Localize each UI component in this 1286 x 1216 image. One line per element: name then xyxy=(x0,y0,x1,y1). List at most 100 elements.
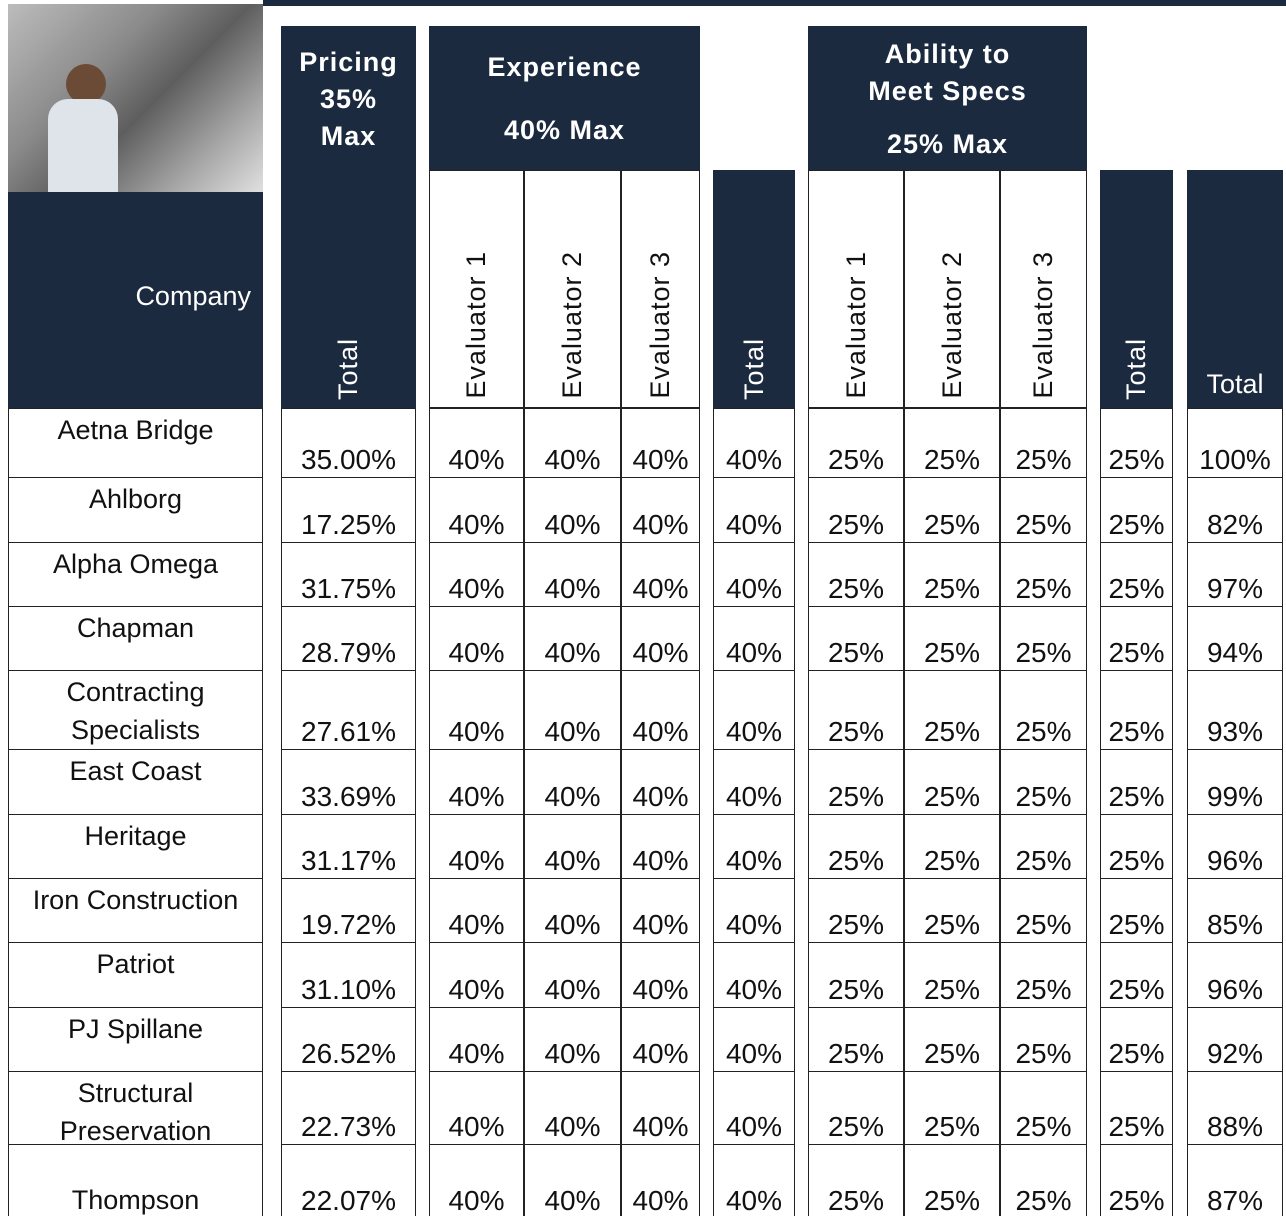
score-cell: 40% xyxy=(524,749,621,816)
score-cell: 40% xyxy=(621,814,700,880)
column-header: Company xyxy=(8,192,263,408)
score-cell: 25% xyxy=(1000,1144,1087,1216)
column-header: Evaluator 3 xyxy=(1000,170,1087,408)
company-name: Patriot xyxy=(8,942,263,1009)
column-header: Evaluator 1 xyxy=(429,170,524,408)
score-cell: 40% xyxy=(713,878,795,944)
score-cell: 22.73% xyxy=(281,1071,416,1146)
score-cell: 40% xyxy=(621,1007,700,1073)
score-cell: 100% xyxy=(1187,408,1283,479)
score-cell: 88% xyxy=(1187,1071,1283,1146)
pricing-header: Pricing 35% Max xyxy=(281,26,416,172)
score-cell: 25% xyxy=(904,1071,1000,1146)
score-cell: 25% xyxy=(1100,878,1173,944)
score-cell: 25% xyxy=(1000,1071,1087,1146)
score-cell: 25% xyxy=(1000,477,1087,544)
score-cell: 40% xyxy=(524,477,621,544)
group-subtitle: 40% Max xyxy=(503,115,626,145)
score-cell: 25% xyxy=(808,814,904,880)
score-cell: 40% xyxy=(621,1144,700,1216)
column-header-text: Evaluator 3 xyxy=(645,251,675,399)
score-cell: 25% xyxy=(808,878,904,944)
column-header-text: Evaluator 1 xyxy=(461,251,491,399)
score-cell: 40% xyxy=(429,1071,524,1146)
company-name: East Coast xyxy=(8,749,263,816)
score-cell: 96% xyxy=(1187,814,1283,880)
column-header: Total xyxy=(1100,170,1173,408)
score-cell: 40% xyxy=(621,749,700,816)
score-cell: 31.75% xyxy=(281,542,416,608)
group-title: Ability to Meet Specs xyxy=(868,38,1027,106)
score-cell: 35.00% xyxy=(281,408,416,479)
score-cell: 25% xyxy=(1100,477,1173,544)
score-cell: 25% xyxy=(1100,606,1173,672)
score-cell: 25% xyxy=(904,814,1000,880)
score-cell: 40% xyxy=(621,606,700,672)
score-cell: 25% xyxy=(904,749,1000,816)
column-header: Total xyxy=(1187,170,1283,408)
score-cell: 25% xyxy=(1100,542,1173,608)
column-header-text: Company xyxy=(135,280,251,311)
score-cell: 40% xyxy=(621,477,700,544)
score-cell: 25% xyxy=(904,477,1000,544)
column-header: Evaluator 2 xyxy=(524,170,621,408)
column-header: Evaluator 3 xyxy=(621,170,700,408)
score-cell: 25% xyxy=(904,606,1000,672)
score-cell: 17.25% xyxy=(281,477,416,544)
score-cell: 40% xyxy=(621,670,700,751)
score-cell: 25% xyxy=(904,942,1000,1009)
column-header-text: Total xyxy=(1121,337,1151,400)
score-cell: 25% xyxy=(1100,749,1173,816)
score-cell: 40% xyxy=(621,1071,700,1146)
score-cell: 25% xyxy=(808,606,904,672)
score-cell: 25% xyxy=(808,749,904,816)
score-cell: 40% xyxy=(713,477,795,544)
score-cell: 25% xyxy=(904,408,1000,479)
company-name: Heritage xyxy=(8,814,263,880)
company-name: Contracting Specialists xyxy=(8,670,263,751)
column-header-text: Total xyxy=(1206,369,1264,399)
score-cell: 33.69% xyxy=(281,749,416,816)
company-name: Ahlborg xyxy=(8,477,263,544)
score-cell: 40% xyxy=(713,749,795,816)
pricing-line: Max xyxy=(320,120,377,151)
score-cell: 25% xyxy=(808,542,904,608)
score-cell: 40% xyxy=(524,606,621,672)
score-cell: 40% xyxy=(429,814,524,880)
column-header: Evaluator 1 xyxy=(808,170,904,408)
score-cell: 40% xyxy=(429,477,524,544)
score-cell: 96% xyxy=(1187,942,1283,1009)
score-cell: 40% xyxy=(713,542,795,608)
score-cell: 25% xyxy=(904,670,1000,751)
score-cell: 25% xyxy=(808,1007,904,1073)
score-cell: 40% xyxy=(429,670,524,751)
score-cell: 25% xyxy=(904,878,1000,944)
score-cell: 25% xyxy=(1100,1071,1173,1146)
score-cell: 93% xyxy=(1187,670,1283,751)
score-cell: 40% xyxy=(429,878,524,944)
score-cell: 27.61% xyxy=(281,670,416,751)
company-name: Structural Preservation xyxy=(8,1071,263,1146)
score-cell: 40% xyxy=(524,1144,621,1216)
score-cell: 40% xyxy=(524,542,621,608)
score-cell: 40% xyxy=(429,749,524,816)
score-cell: 40% xyxy=(524,1007,621,1073)
score-cell: 40% xyxy=(713,606,795,672)
score-cell: 26.52% xyxy=(281,1007,416,1073)
company-name: Iron Construction xyxy=(8,878,263,944)
column-header-text: Total xyxy=(738,337,769,400)
score-cell: 40% xyxy=(429,542,524,608)
column-header: Total xyxy=(713,170,795,408)
score-cell: 25% xyxy=(1100,1144,1173,1216)
score-cell: 25% xyxy=(1100,814,1173,880)
score-cell: 25% xyxy=(808,942,904,1009)
score-cell: 40% xyxy=(713,1144,795,1216)
score-cell: 40% xyxy=(713,408,795,479)
score-cell: 25% xyxy=(1000,670,1087,751)
score-cell: 25% xyxy=(1000,606,1087,672)
score-cell: 25% xyxy=(808,670,904,751)
score-cell: 40% xyxy=(524,408,621,479)
column-header-text: Evaluator 2 xyxy=(936,251,967,399)
score-cell: 22.07% xyxy=(281,1144,416,1216)
